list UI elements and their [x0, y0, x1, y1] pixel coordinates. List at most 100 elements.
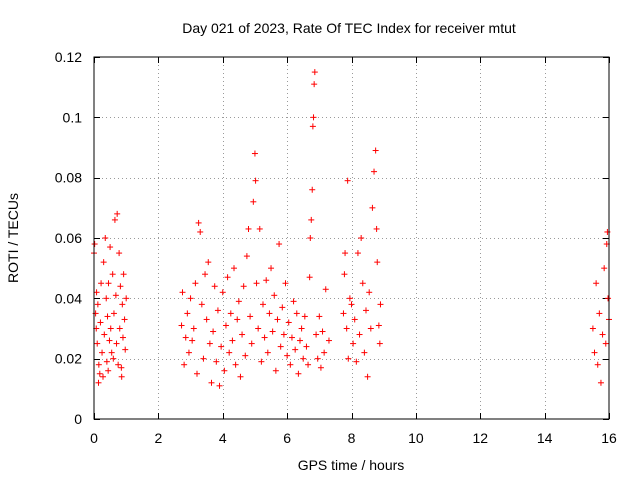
data-point	[263, 277, 270, 284]
data-point	[182, 334, 189, 341]
data-point	[251, 150, 258, 157]
data-point	[231, 265, 238, 272]
y-tick-label: 0.02	[55, 351, 82, 367]
data-point	[120, 271, 127, 278]
data-point	[103, 295, 110, 302]
data-point	[208, 379, 215, 386]
data-point	[362, 307, 369, 314]
data-point	[105, 367, 112, 374]
data-point	[261, 334, 268, 341]
data-point	[361, 349, 368, 356]
x-tick-label: 12	[472, 430, 488, 446]
data-point	[297, 337, 303, 344]
data-point	[116, 325, 123, 332]
data-point	[104, 313, 111, 320]
data-point	[348, 301, 355, 308]
data-point	[308, 216, 315, 223]
data-point	[224, 274, 231, 281]
data-point	[122, 346, 129, 353]
tick-labels: 0 2 4 6 8 10 12 14 16 0 0.02 0.04 0.06 0.08 0.1 0.12	[55, 49, 617, 446]
data-point	[602, 340, 609, 347]
data-point	[358, 235, 365, 241]
data-point	[116, 250, 123, 257]
data-point	[309, 186, 316, 193]
data-point	[99, 349, 106, 356]
data-point	[213, 358, 220, 365]
data-point	[112, 292, 119, 299]
data-point	[106, 337, 113, 344]
data-point	[214, 307, 221, 314]
data-point	[375, 322, 382, 329]
data-point	[306, 274, 313, 281]
y-tick-label: 0.06	[55, 230, 82, 246]
data-point	[243, 253, 250, 260]
data-point	[344, 177, 351, 184]
data-point	[351, 316, 358, 323]
data-point	[247, 313, 254, 320]
data-point	[369, 204, 376, 211]
data-point	[343, 325, 350, 332]
data-point	[353, 358, 360, 365]
data-point	[222, 322, 229, 329]
data-point	[110, 355, 117, 362]
data-point	[103, 358, 110, 365]
data-point	[285, 319, 292, 326]
y-axis-label: ROTI / TECUs	[5, 193, 21, 283]
data-point	[229, 337, 236, 344]
data-point	[266, 310, 273, 317]
data-point	[248, 340, 255, 347]
data-point	[340, 310, 347, 317]
data-point	[373, 225, 380, 232]
data-point	[305, 361, 312, 368]
data-point	[109, 271, 116, 278]
data-point	[288, 334, 295, 341]
data-point	[295, 370, 302, 377]
data-point	[359, 280, 366, 287]
data-points	[91, 69, 612, 389]
data-point	[277, 343, 284, 350]
data-point	[227, 310, 234, 317]
x-tick-label: 0	[90, 430, 98, 446]
data-point	[282, 280, 289, 287]
data-point	[123, 295, 130, 302]
data-point	[290, 298, 297, 305]
data-point	[206, 340, 213, 347]
data-point	[210, 328, 217, 335]
data-point	[259, 301, 266, 308]
data-point	[279, 304, 286, 311]
data-point	[591, 349, 598, 356]
x-tick-label: 6	[283, 430, 291, 446]
data-point	[93, 289, 100, 296]
data-point	[121, 316, 128, 323]
data-point	[98, 280, 105, 287]
data-point	[189, 337, 196, 344]
gridlines	[94, 57, 609, 419]
data-point	[107, 325, 114, 332]
data-point	[601, 265, 608, 272]
x-tick-label: 16	[601, 430, 617, 446]
data-point	[367, 325, 374, 332]
y-tick-label: 0.04	[55, 290, 82, 306]
data-point	[596, 310, 603, 317]
data-point	[593, 280, 600, 287]
data-point	[346, 295, 353, 302]
data-point	[280, 331, 287, 338]
x-axis-label: GPS time / hours	[298, 457, 405, 473]
data-point	[95, 361, 102, 368]
data-point	[194, 370, 200, 377]
data-point	[118, 373, 125, 380]
data-point	[313, 331, 320, 338]
data-point	[345, 355, 352, 362]
data-point	[203, 316, 210, 323]
data-point	[205, 259, 212, 266]
data-point	[366, 289, 373, 296]
data-point	[219, 289, 226, 296]
data-point	[258, 358, 265, 365]
data-point	[242, 352, 249, 359]
data-point	[372, 147, 379, 154]
data-point	[97, 319, 104, 326]
data-point	[311, 81, 318, 88]
data-point	[108, 349, 115, 356]
data-point	[287, 361, 294, 368]
